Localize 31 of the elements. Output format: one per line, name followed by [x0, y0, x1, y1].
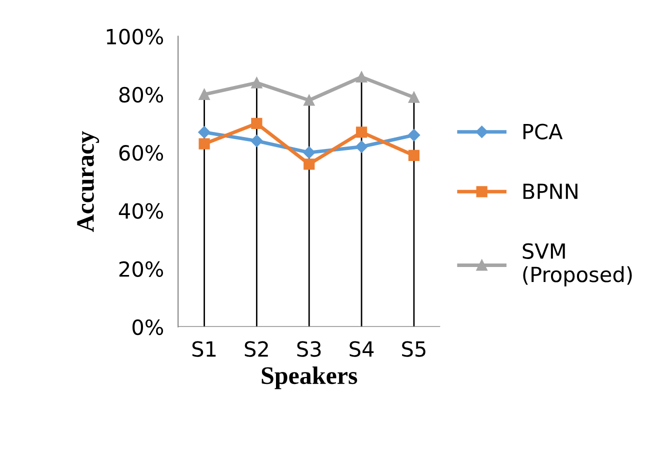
- point: [408, 129, 420, 142]
- legend-label: BPNN: [523, 184, 578, 199]
- point: [303, 146, 316, 159]
- legend-label: SVM (Proposed): [522, 243, 632, 286]
- y-tick-label: 80%: [119, 86, 164, 103]
- x-tick-label: S3: [297, 341, 321, 357]
- point: [250, 134, 263, 148]
- point: [355, 140, 368, 153]
- point: [304, 94, 315, 106]
- x-tick-label: S2: [244, 341, 268, 357]
- y-tick-label: 0%: [132, 319, 164, 336]
- point: [356, 126, 368, 138]
- y-tick-label: 40%: [118, 203, 164, 219]
- point: [198, 138, 210, 150]
- point: [304, 158, 315, 170]
- point: [408, 92, 420, 103]
- x-tick-label: S1: [192, 341, 216, 357]
- y-axis-title: Accuracy: [77, 131, 100, 232]
- point: [356, 71, 368, 83]
- y-tick-label: 60%: [119, 144, 164, 161]
- x-tick-label: S4: [350, 341, 374, 357]
- point: [198, 88, 210, 100]
- x-tick-label: S5: [402, 341, 426, 357]
- y-tick-label: 100%: [106, 28, 164, 45]
- point: [408, 150, 420, 162]
- point: [251, 118, 262, 130]
- x-axis-title: Speakers: [262, 366, 358, 390]
- point: [251, 77, 262, 88]
- legend-label: PCA: [523, 124, 563, 140]
- point: [198, 126, 210, 138]
- y-tick-label: 20%: [119, 261, 164, 277]
